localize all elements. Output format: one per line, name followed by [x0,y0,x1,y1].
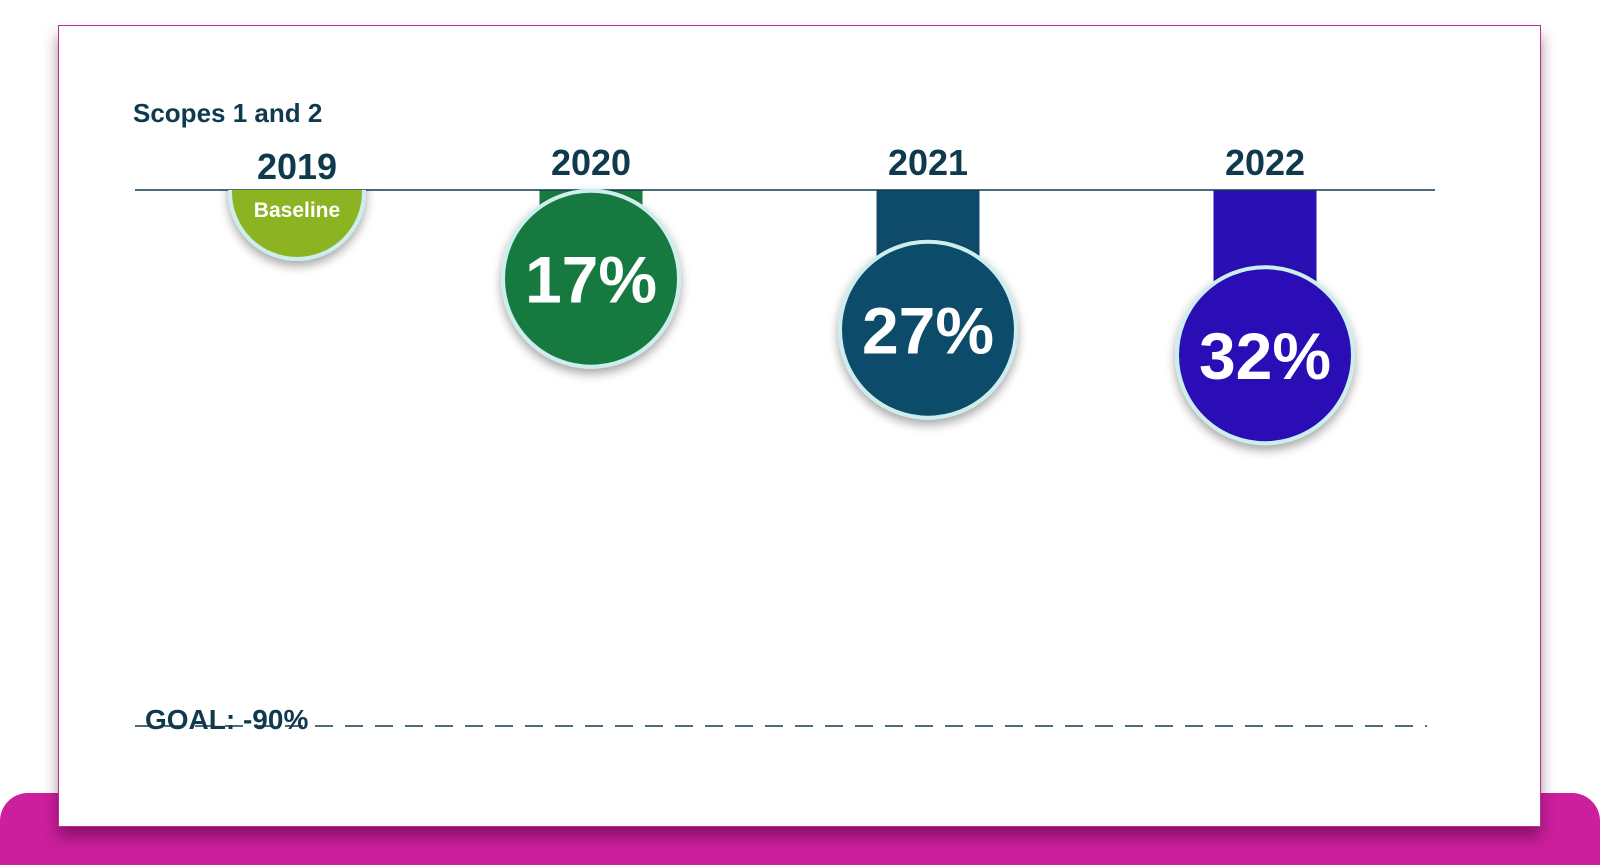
bubble-circle-2019 [228,190,366,261]
bubble-2022: 32% [1175,265,1355,446]
goal-label: GOAL: -90% [145,704,309,735]
year-label-2020: 2020 [551,142,631,183]
bubble-circle-2022 [1175,265,1355,446]
bubble-2019: Baseline [228,190,366,261]
bubble-2020: 17% [501,188,681,369]
chart-subtitle: Scopes 1 and 2 [133,98,323,128]
bubble-label-2022: 32% [1199,319,1331,393]
bubbles-layer: Baseline 17% 27% 32% [228,188,1355,446]
bubble-label-2021: 27% [862,294,994,368]
year-labels-layer: 2019 2020 2021 2022 [257,142,1305,187]
chart-card: 2019 2020 2021 2022 Baseline 17% 27% 32% Scope… [58,25,1541,827]
bubble-label-2019: Baseline [254,199,340,222]
year-label-2021: 2021 [888,142,968,183]
bubble-circle-2020 [501,188,681,369]
reduction-chart: 2019 2020 2021 2022 Baseline 17% 27% 32% [135,142,1435,727]
year-label-2022: 2022 [1225,142,1305,183]
bubble-label-2020: 17% [525,243,657,317]
year-label-2019: 2019 [257,146,337,187]
bubble-circle-2021 [838,239,1018,420]
bubble-2021: 27% [838,239,1018,420]
